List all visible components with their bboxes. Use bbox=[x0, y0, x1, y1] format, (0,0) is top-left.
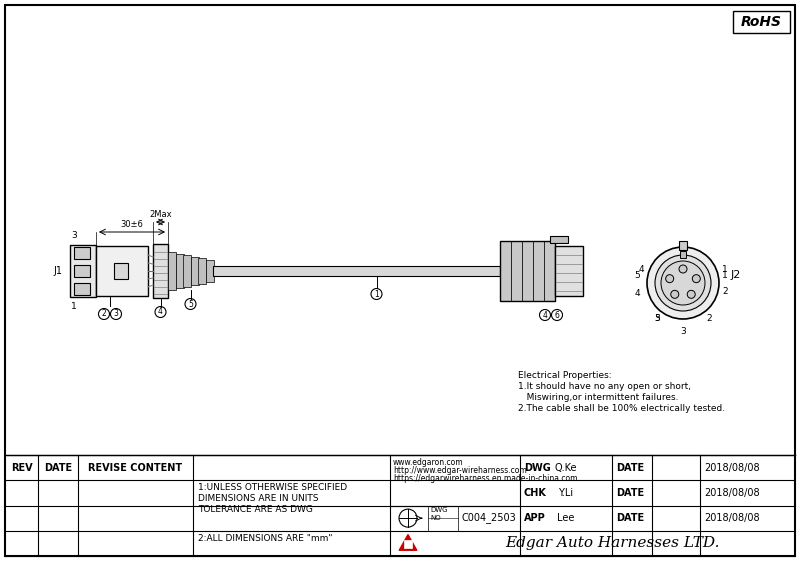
Circle shape bbox=[687, 291, 695, 298]
Bar bbox=[500, 241, 555, 301]
Bar bbox=[213, 266, 500, 276]
Circle shape bbox=[647, 247, 719, 319]
Bar bbox=[114, 263, 128, 279]
Bar bbox=[74, 265, 90, 277]
Circle shape bbox=[539, 310, 550, 320]
Text: 2: 2 bbox=[722, 287, 728, 296]
Text: DWG: DWG bbox=[430, 508, 447, 513]
Text: 1:UNLESS OTHERWISE SPECIFIED: 1:UNLESS OTHERWISE SPECIFIED bbox=[198, 483, 347, 492]
Bar bbox=[190, 257, 198, 285]
Text: 2.The cable shall be 100% electrically tested.: 2.The cable shall be 100% electrically t… bbox=[518, 404, 725, 413]
Circle shape bbox=[155, 306, 166, 318]
Circle shape bbox=[661, 261, 705, 305]
Text: 1: 1 bbox=[722, 265, 728, 274]
Text: www.edgaron.com: www.edgaron.com bbox=[393, 458, 464, 467]
Text: 2: 2 bbox=[706, 314, 712, 323]
Text: 3: 3 bbox=[680, 327, 686, 336]
Circle shape bbox=[679, 265, 687, 273]
Text: NO: NO bbox=[430, 514, 441, 521]
Bar bbox=[153, 244, 168, 298]
Polygon shape bbox=[399, 535, 417, 550]
Text: REV: REV bbox=[10, 463, 32, 472]
Bar bbox=[533, 241, 544, 301]
Bar bbox=[680, 251, 686, 258]
Text: DATE: DATE bbox=[616, 463, 644, 472]
Text: 2018/08/08: 2018/08/08 bbox=[704, 488, 760, 498]
Text: 3: 3 bbox=[654, 314, 660, 323]
Bar bbox=[96, 246, 148, 296]
Text: 1: 1 bbox=[71, 302, 77, 311]
Bar bbox=[555, 246, 583, 296]
Text: REVISE CONTENT: REVISE CONTENT bbox=[89, 463, 182, 472]
Bar bbox=[74, 283, 90, 295]
Bar bbox=[198, 259, 206, 284]
Text: DATE: DATE bbox=[44, 463, 72, 472]
Text: 30±6: 30±6 bbox=[121, 220, 143, 229]
Text: 3: 3 bbox=[71, 231, 77, 240]
Text: 4: 4 bbox=[638, 265, 644, 274]
Text: 2: 2 bbox=[102, 310, 106, 319]
Text: 4: 4 bbox=[634, 288, 640, 297]
Text: Y.Li: Y.Li bbox=[558, 488, 574, 498]
Bar bbox=[511, 241, 522, 301]
Text: J1: J1 bbox=[53, 266, 62, 276]
Text: 2018/08/08: 2018/08/08 bbox=[704, 513, 760, 523]
Bar bbox=[168, 252, 176, 290]
Text: 1.It should have no any open or short,: 1.It should have no any open or short, bbox=[518, 382, 691, 391]
Text: 2018/08/08: 2018/08/08 bbox=[704, 463, 760, 472]
Bar bbox=[183, 255, 191, 287]
Bar bbox=[206, 260, 214, 282]
Bar bbox=[404, 540, 412, 548]
Text: https://edgarwireharness.en.made-in-china.com: https://edgarwireharness.en.made-in-chin… bbox=[393, 474, 578, 483]
Circle shape bbox=[692, 275, 700, 283]
Text: DATE: DATE bbox=[616, 488, 644, 498]
Circle shape bbox=[185, 298, 196, 310]
Text: 5: 5 bbox=[634, 270, 640, 279]
Text: J2: J2 bbox=[731, 270, 742, 280]
Bar bbox=[175, 254, 183, 288]
Circle shape bbox=[98, 309, 110, 320]
Text: 6: 6 bbox=[554, 310, 559, 320]
Text: DIMENSIONS ARE IN UNITS: DIMENSIONS ARE IN UNITS bbox=[198, 494, 318, 503]
Circle shape bbox=[110, 309, 122, 320]
Text: CHK: CHK bbox=[524, 488, 547, 498]
Text: 4: 4 bbox=[158, 307, 163, 316]
Text: 2:ALL DIMENSIONS ARE "mm": 2:ALL DIMENSIONS ARE "mm" bbox=[198, 534, 333, 542]
Text: Miswiring,or intermittent failures.: Miswiring,or intermittent failures. bbox=[518, 393, 678, 402]
Text: 4: 4 bbox=[542, 310, 547, 320]
Text: 2Max: 2Max bbox=[149, 210, 172, 219]
Bar bbox=[544, 241, 555, 301]
Text: 1: 1 bbox=[374, 289, 379, 298]
Circle shape bbox=[371, 288, 382, 300]
Circle shape bbox=[399, 509, 417, 527]
Bar bbox=[522, 241, 533, 301]
Bar bbox=[70, 245, 96, 297]
Bar bbox=[550, 236, 568, 243]
Bar bbox=[428, 505, 458, 531]
Text: Lee: Lee bbox=[558, 513, 574, 523]
Bar bbox=[679, 241, 687, 250]
Text: RoHS: RoHS bbox=[741, 15, 782, 29]
Text: 5: 5 bbox=[654, 314, 660, 323]
Text: http://www.edgar-wireharness.com: http://www.edgar-wireharness.com bbox=[393, 466, 526, 475]
Circle shape bbox=[655, 255, 711, 311]
Bar bbox=[733, 11, 790, 33]
Text: Edgar Auto Harnesses LTD.: Edgar Auto Harnesses LTD. bbox=[506, 536, 720, 550]
Circle shape bbox=[666, 275, 674, 283]
Circle shape bbox=[551, 310, 562, 320]
Circle shape bbox=[670, 291, 678, 298]
Text: Q.Ke: Q.Ke bbox=[554, 463, 578, 472]
Bar bbox=[74, 247, 90, 259]
Text: C004_2503: C004_2503 bbox=[461, 512, 516, 523]
Text: TOLERANCE ARE AS DWG: TOLERANCE ARE AS DWG bbox=[198, 505, 313, 514]
Text: DATE: DATE bbox=[616, 513, 644, 523]
Bar bbox=[500, 241, 511, 301]
Text: 5: 5 bbox=[188, 300, 193, 309]
Text: 3: 3 bbox=[114, 310, 118, 319]
Text: Electrical Properties:: Electrical Properties: bbox=[518, 371, 612, 380]
Text: 1: 1 bbox=[722, 270, 728, 279]
Text: DWG: DWG bbox=[524, 463, 550, 472]
Text: APP: APP bbox=[524, 513, 546, 523]
